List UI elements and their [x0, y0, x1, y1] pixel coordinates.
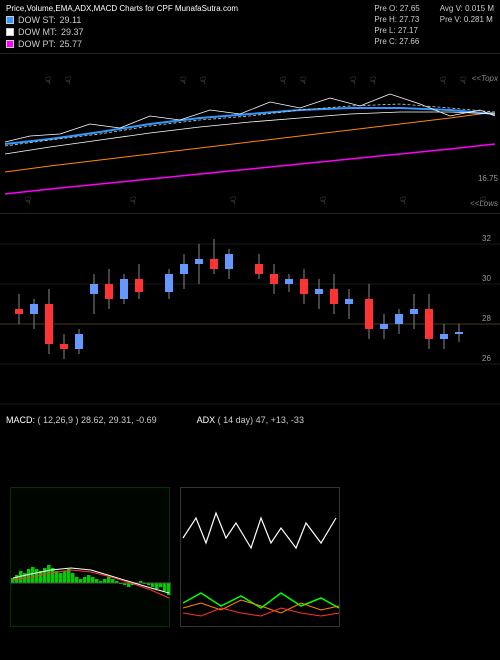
- svg-text:☟: ☟: [45, 76, 51, 87]
- axis-marker: 16.75: [478, 174, 498, 183]
- svg-text:26: 26: [482, 354, 491, 363]
- svg-text:☟: ☟: [300, 76, 306, 87]
- mt-color-box: [6, 28, 14, 36]
- indicator-st: DOW ST: 29.11: [6, 15, 238, 25]
- ema-chart: ☟☟☟☟☟☟☟☟☟☟☟☟☟☟☟☟ <<Topx <<Lows 16.75: [0, 53, 500, 213]
- chart-header: Price,Volume,EMA,ADX,MACD Charts for CPF…: [0, 0, 500, 53]
- bottom-indicator-labels: MACD: ( 12,26,9 ) 28.62, 29.31, -0.69 AD…: [0, 413, 500, 427]
- svg-text:28: 28: [482, 314, 491, 323]
- svg-text:☟: ☟: [65, 76, 71, 87]
- stat-pre-o: Pre O: 27.65: [374, 4, 419, 13]
- svg-text:32: 32: [482, 234, 491, 243]
- svg-text:☟: ☟: [200, 76, 206, 87]
- stat-pre-h: Pre H: 27.73: [374, 15, 419, 24]
- svg-text:☟: ☟: [400, 196, 406, 207]
- svg-text:☟: ☟: [25, 196, 31, 207]
- macd-params: ( 12,26,9 ) 28.62, 29.31, -0.69: [38, 415, 157, 425]
- adx-params: ( 14 day) 47, +13, -33: [218, 415, 304, 425]
- svg-text:☟: ☟: [280, 76, 286, 87]
- indicator-mt: DOW MT: 29.37: [6, 27, 238, 37]
- svg-text:☟: ☟: [460, 76, 466, 87]
- pt-color-box: [6, 40, 14, 48]
- macd-label: MACD:: [6, 415, 35, 425]
- tops-label: <<Topx: [472, 74, 498, 83]
- stat-pre-v: Pre V: 0.281 M: [440, 15, 494, 24]
- svg-text:☟: ☟: [320, 196, 326, 207]
- st-color-box: [6, 16, 14, 24]
- svg-text:☟: ☟: [180, 76, 186, 87]
- stat-pre-l: Pre L: 27.17: [374, 26, 419, 35]
- adx-chart: [180, 487, 340, 627]
- stat-pre-c: Pre C: 27.66: [374, 37, 419, 46]
- indicator-pt: DOW PT: 25.77: [6, 39, 238, 49]
- adx-label: ADX: [197, 415, 216, 425]
- svg-text:☟: ☟: [130, 196, 136, 207]
- stat-avg-v: Avg V: 0.015 M: [440, 4, 494, 13]
- svg-text:☟: ☟: [440, 76, 446, 87]
- svg-text:☟: ☟: [370, 76, 376, 87]
- candlestick-chart: 32 30 28 26: [0, 213, 500, 413]
- lows-label: <<Lows: [470, 199, 498, 208]
- chart-title: Price,Volume,EMA,ADX,MACD Charts for CPF…: [6, 4, 238, 13]
- svg-text:☟: ☟: [230, 196, 236, 207]
- macd-chart: [10, 487, 170, 627]
- svg-text:☟: ☟: [350, 76, 356, 87]
- svg-text:30: 30: [482, 274, 491, 283]
